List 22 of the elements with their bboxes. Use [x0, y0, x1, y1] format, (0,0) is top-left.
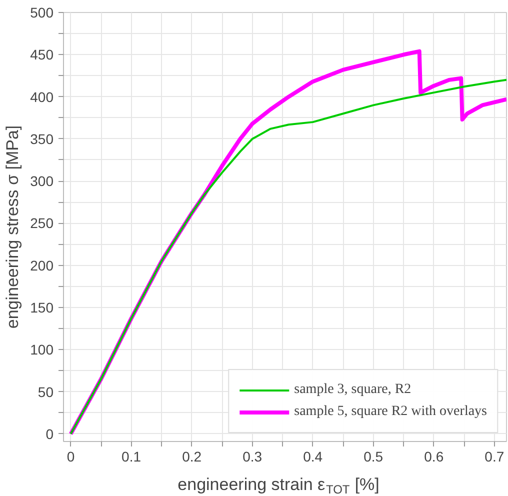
y-tick-label: 50 [38, 384, 54, 400]
x-tick-label: 0.2 [182, 448, 202, 464]
legend-label: sample 3, square, R2 [294, 382, 412, 398]
y-tick-label: 250 [30, 215, 54, 232]
legend-label: sample 5, square R2 with overlays [294, 404, 487, 420]
x-tick-label: 0 [66, 448, 75, 464]
y-tick-label: 450 [30, 46, 54, 63]
y-tick-label: 500 [30, 4, 54, 20]
x-tick-label: 0.6 [424, 448, 444, 464]
y-tick-label: 200 [30, 257, 54, 274]
y-tick-label: 150 [30, 299, 54, 316]
y-tick-label: 400 [30, 88, 54, 105]
x-tick-label: 0.4 [303, 448, 323, 464]
y-tick-label: 300 [30, 173, 54, 190]
x-tick-label: 0.5 [364, 448, 384, 464]
x-tick-label: 0.3 [242, 448, 262, 464]
y-tick-label: 100 [30, 342, 54, 358]
x-tick-label: 0.7 [484, 448, 504, 464]
x-tick-label: 0.1 [122, 448, 142, 464]
y-tick-label: 350 [30, 130, 54, 147]
y-axis-title: engineering stress σ [MPa] [3, 125, 22, 329]
y-tick-label: 0 [46, 426, 54, 442]
